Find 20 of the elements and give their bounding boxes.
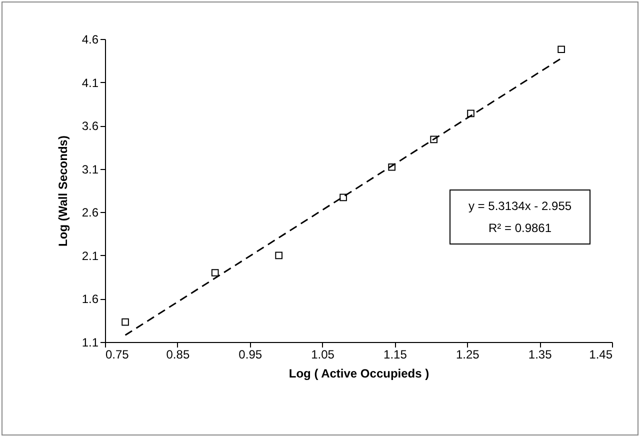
x-tick-label: 1.15 [384, 348, 408, 362]
y-tick-label: 1.6 [82, 292, 99, 306]
y-tick-label: 2.6 [82, 206, 99, 220]
x-axis-title: Log ( Active Occupieds ) [288, 366, 430, 380]
x-tick-label: 0.95 [238, 348, 262, 362]
y-tick-label: 3.6 [82, 119, 99, 134]
x-tick-label: 1.05 [311, 348, 335, 362]
x-tick-label: 0.75 [106, 348, 130, 362]
x-tick-label: 1.45 [589, 348, 613, 362]
y-tick-label: 4.6 [82, 32, 99, 46]
y-tick-label: 3.1 [82, 162, 99, 176]
y-tick-label: 4.1 [82, 76, 99, 90]
x-tick-label: 0.85 [166, 348, 190, 362]
y-tick-label: 1.1 [82, 336, 99, 350]
y-axis-title: Log (Wall Seconds) [56, 136, 70, 246]
x-tick-label: 1.25 [456, 348, 480, 362]
annotation: y = 5.3134x - 2.955 [468, 199, 572, 213]
y-tick-label: 2.1 [82, 248, 99, 263]
x-tick-label: 1.35 [528, 348, 552, 362]
annotation: R² = 0.9861 [488, 221, 552, 235]
